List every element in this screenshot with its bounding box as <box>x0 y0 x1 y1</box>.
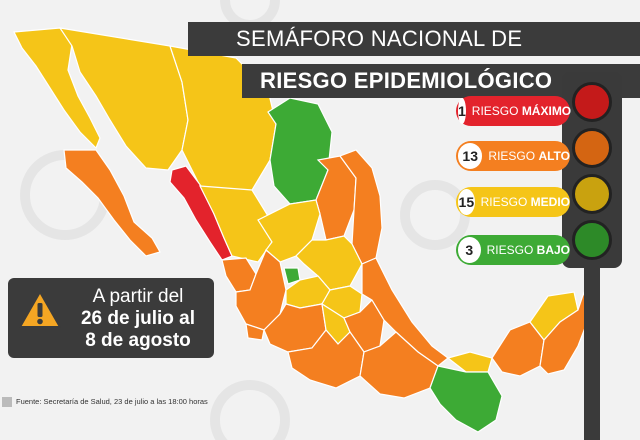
state-quintana-roo <box>539 291 589 375</box>
warning-triangle-icon <box>19 291 61 328</box>
notice-line-1: A partir del <box>92 286 184 307</box>
notice-line-2: 26 de julio al <box>80 308 196 329</box>
state-oaxaca <box>359 331 439 399</box>
green-lamp <box>572 220 612 260</box>
traffic-light-icon <box>562 72 622 268</box>
state-baja-california-sur <box>63 149 161 257</box>
legend-label: RIESGO MÁXIMO <box>471 104 572 118</box>
state-colima <box>245 323 265 341</box>
legend-row-bajo: 3 RIESGO BAJO <box>456 235 570 265</box>
notice-text: A partir del 26 de julio al 8 de agosto <box>68 286 208 352</box>
legend-count: 15 <box>458 189 475 215</box>
source-text: Fuente: Secretaría de Salud, 23 de julio… <box>16 397 208 406</box>
state-tabasco <box>446 351 493 373</box>
orange-lamp <box>572 128 612 168</box>
yellow-lamp <box>572 174 612 214</box>
state-chiapas <box>429 365 503 433</box>
legend-count: 1 <box>458 98 466 124</box>
red-lamp <box>572 82 612 122</box>
legend-count: 3 <box>458 237 481 263</box>
date-notice-box: A partir del 26 de julio al 8 de agosto <box>8 278 214 358</box>
background-virus-shape <box>210 380 290 440</box>
legend-label: RIESGO BAJO <box>486 243 570 257</box>
state-durango <box>198 185 273 263</box>
legend-label: RIESGO MEDIO <box>480 195 570 209</box>
legend-row-maximo: 1 RIESGO MÁXIMO <box>456 96 572 126</box>
traffic-light-pole <box>584 268 600 440</box>
notice-line-3: 8 de agosto <box>85 330 191 351</box>
title-line-1: SEMÁFORO NACIONAL DE <box>188 22 640 56</box>
legend-row-alto: 13 RIESGO ALTO <box>456 141 570 171</box>
legend-count: 13 <box>458 143 483 169</box>
legend-row-medio: 15 RIESGO MEDIO <box>456 187 570 217</box>
source-marker <box>2 397 12 407</box>
state-baja-california <box>13 27 101 150</box>
legend-label: RIESGO ALTO <box>488 149 570 163</box>
